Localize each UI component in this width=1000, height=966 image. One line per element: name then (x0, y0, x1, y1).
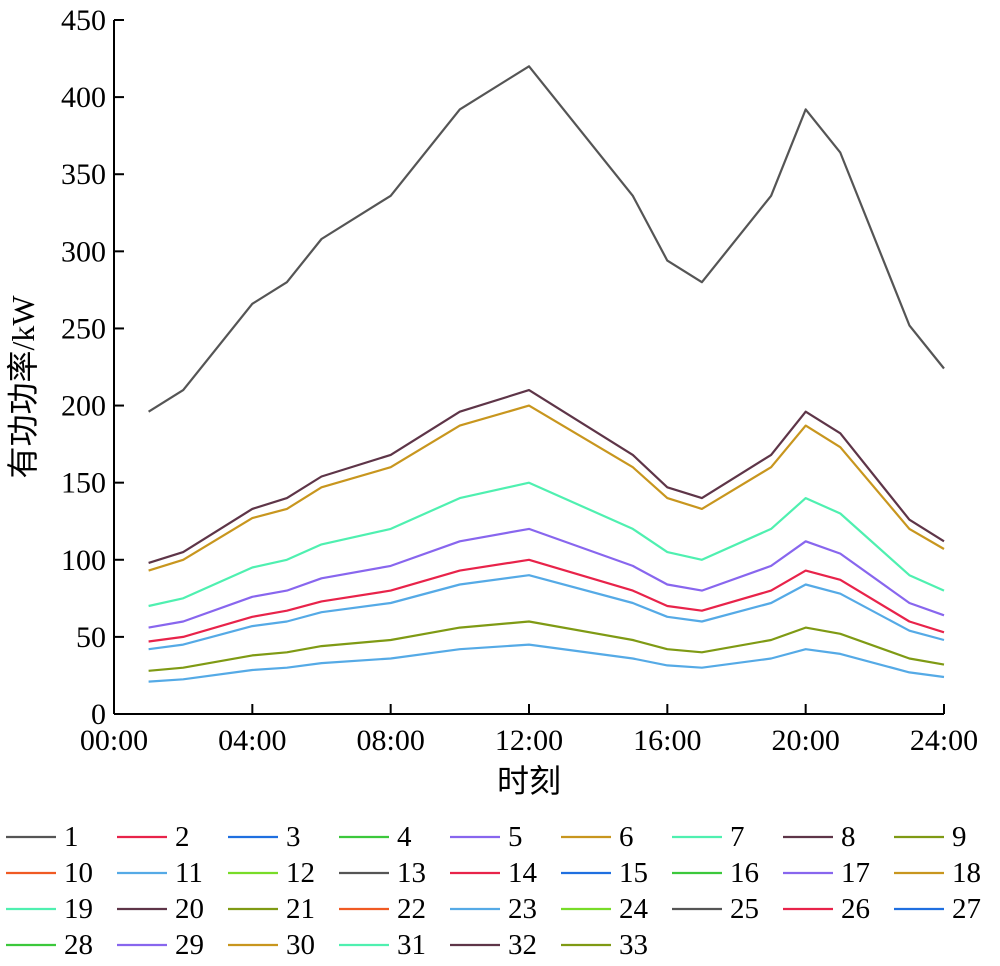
legend-label: 16 (730, 857, 759, 889)
x-tick-label: 04:00 (218, 724, 286, 757)
legend-item-27: 27 (894, 893, 981, 925)
legend-label: 24 (619, 893, 649, 925)
series-line-33 (148, 620, 945, 672)
legend-item-30: 30 (228, 929, 315, 961)
legend-label: 19 (64, 893, 93, 925)
legend-label: 21 (286, 893, 315, 925)
y-tick-label: 0 (91, 698, 106, 731)
legend-item-32: 32 (450, 929, 537, 961)
axes: 0 50 100 150 200 250 300 350 400 450 00:00 04:00 08:… (61, 4, 978, 757)
legend-label: 1 (64, 821, 79, 853)
y-tick-label: 100 (61, 544, 106, 577)
series-line-26 (148, 558, 945, 643)
legend-item-25: 25 (672, 893, 759, 925)
legend-label: 6 (619, 821, 634, 853)
legend-item-8: 8 (783, 821, 856, 853)
legend-label: 22 (397, 893, 426, 925)
legend-item-6: 6 (561, 821, 634, 853)
legend-item-23: 23 (450, 893, 537, 925)
y-tick-label: 50 (76, 621, 106, 654)
legend-label: 11 (175, 857, 203, 889)
series-line-11 (148, 643, 945, 683)
legend-item-1: 1 (6, 821, 79, 853)
y-tick-label: 250 (61, 312, 106, 345)
y-axis-label: 有功功率/kW (5, 295, 41, 479)
legend-label: 15 (619, 857, 648, 889)
legend-item-12: 12 (228, 857, 315, 889)
legend-item-16: 16 (672, 857, 759, 889)
x-tick-label: 12:00 (495, 724, 563, 757)
legend-item-14: 14 (450, 857, 538, 889)
legend-label: 17 (841, 857, 870, 889)
legend-item-24: 24 (561, 893, 649, 925)
legend-item-33: 33 (561, 929, 648, 961)
legend-label: 8 (841, 821, 856, 853)
legend-label: 18 (952, 857, 981, 889)
legend-label: 9 (952, 821, 967, 853)
legend-label: 23 (508, 893, 537, 925)
series-line-29 (148, 527, 945, 629)
legend-label: 26 (841, 893, 870, 925)
legend-item-19: 19 (6, 893, 93, 925)
legend-label: 25 (730, 893, 759, 925)
legend-label: 27 (952, 893, 981, 925)
legend-label: 31 (397, 929, 426, 961)
legend-label: 33 (619, 929, 648, 961)
legend-label: 32 (508, 929, 537, 961)
y-tick-label: 400 (61, 81, 106, 114)
series-line-30 (148, 404, 945, 572)
legend-label: 29 (175, 929, 204, 961)
legend-label: 28 (64, 929, 93, 961)
series-line-31 (148, 481, 945, 608)
legend-item-13: 13 (339, 857, 426, 889)
legend-item-20: 20 (117, 893, 204, 925)
legend-item-4: 4 (339, 821, 412, 853)
legend-item-10: 10 (6, 857, 93, 889)
legend-label: 4 (397, 821, 412, 853)
x-axis-label: 时刻 (497, 763, 561, 799)
legend-label: 5 (508, 821, 523, 853)
legend-item-21: 21 (228, 893, 315, 925)
legend-item-26: 26 (783, 893, 870, 925)
y-tick-label: 450 (61, 4, 106, 37)
legend-item-28: 28 (6, 929, 93, 961)
legend-item-31: 31 (339, 929, 426, 961)
series-line-1 (148, 65, 945, 413)
series-line-32 (148, 389, 945, 564)
x-tick-label: 20:00 (771, 724, 839, 757)
legend-item-22: 22 (339, 893, 426, 925)
x-tick-label: 00:00 (80, 724, 148, 757)
series-line-23 (148, 574, 945, 651)
legend-label: 2 (175, 821, 190, 853)
legend-label: 14 (508, 857, 538, 889)
legend-label: 12 (286, 857, 315, 889)
legend-item-15: 15 (561, 857, 648, 889)
legend-item-2: 2 (117, 821, 190, 853)
series-lines (148, 65, 945, 683)
legend-item-7: 7 (672, 821, 745, 853)
x-tick-label: 24:00 (910, 724, 978, 757)
y-tick-label: 150 (61, 467, 106, 500)
y-tick-label: 350 (61, 158, 106, 191)
legend-item-29: 29 (117, 929, 204, 961)
legend-item-3: 3 (228, 821, 301, 853)
legend-item-11: 11 (117, 857, 203, 889)
y-tick-label: 200 (61, 390, 106, 423)
x-tick-label: 08:00 (356, 724, 424, 757)
legend-label: 7 (730, 821, 745, 853)
legend-item-5: 5 (450, 821, 523, 853)
legend-item-9: 9 (894, 821, 967, 853)
x-tick-label: 16:00 (633, 724, 701, 757)
y-tick-label: 300 (61, 235, 106, 268)
legend-label: 30 (286, 929, 315, 961)
legend-label: 13 (397, 857, 426, 889)
legend-label: 20 (175, 893, 204, 925)
legend-label: 10 (64, 857, 93, 889)
legend-label: 3 (286, 821, 301, 853)
legend-item-17: 17 (783, 857, 870, 889)
legend-item-18: 18 (894, 857, 981, 889)
